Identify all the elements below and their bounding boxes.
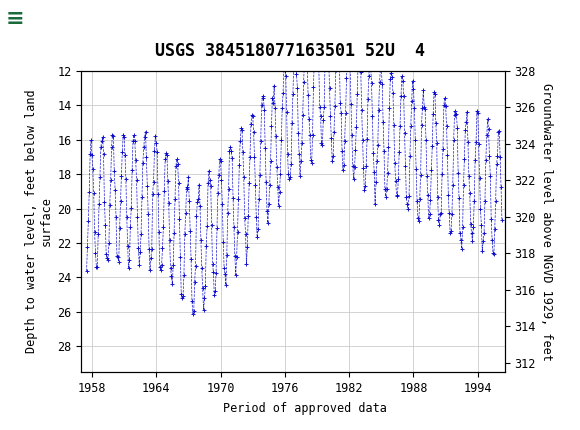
Text: Period of approved data: Period of approved data (223, 402, 387, 415)
Text: ≡USGS: ≡USGS (3, 10, 74, 28)
FancyBboxPatch shape (1, 2, 28, 36)
Text: USGS: USGS (38, 10, 93, 28)
Y-axis label: Groundwater level above NGVD 1929, feet: Groundwater level above NGVD 1929, feet (540, 83, 553, 360)
Text: USGS 384518077163501 52U  4: USGS 384518077163501 52U 4 (155, 42, 425, 60)
Text: ≡: ≡ (5, 9, 24, 29)
Y-axis label: Depth to water level, feet below land
surface: Depth to water level, feet below land su… (25, 89, 53, 353)
